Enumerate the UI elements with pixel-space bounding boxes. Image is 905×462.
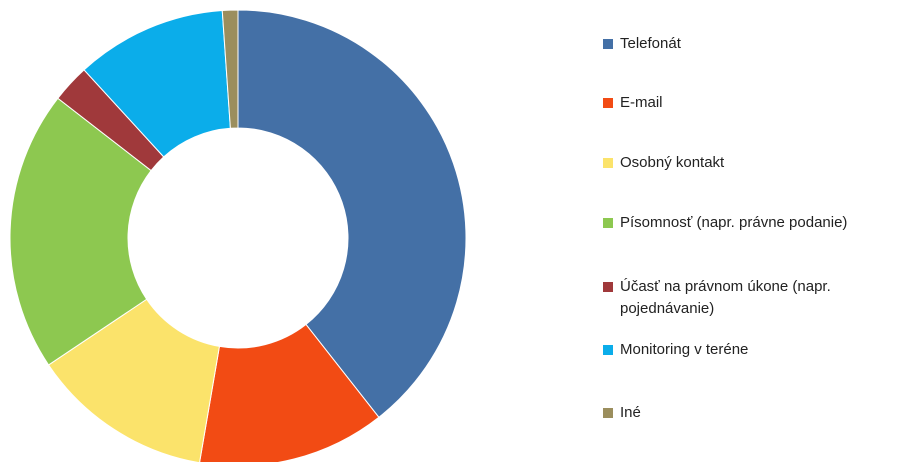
legend-label: Osobný kontakt [620,154,725,171]
legend-swatch [603,345,613,355]
legend-swatch [603,282,613,292]
legend-item: Monitoring v teréne [603,339,748,361]
legend-label: Písomnosť (napr. právne podanie) [620,214,848,231]
legend-item: Osobný kontakt [603,152,724,174]
legend-item: Účasť na právnom úkone (napr. pojednávan… [603,276,895,320]
donut-slice [221,9,239,129]
legend-swatch [603,158,613,168]
legend-swatch [603,408,613,418]
legend-item: Telefonát [603,33,681,55]
legend-label: Účasť na právnom úkone (napr. pojednávan… [620,278,831,317]
legend-label: Monitoring v teréne [620,341,749,358]
legend-item: Písomnosť (napr. právne podanie) [603,212,847,234]
legend-swatch [603,218,613,228]
legend-item: Iné [603,402,641,424]
donut-slice [237,9,467,418]
legend-label: Telefonát [620,35,681,52]
legend-label: E-mail [620,94,663,111]
legend-swatch [603,39,613,49]
donut-slice [199,323,380,462]
donut-slice [9,97,152,366]
legend-item: E-mail [603,92,663,114]
legend-swatch [603,98,613,108]
legend-label: Iné [620,404,641,421]
